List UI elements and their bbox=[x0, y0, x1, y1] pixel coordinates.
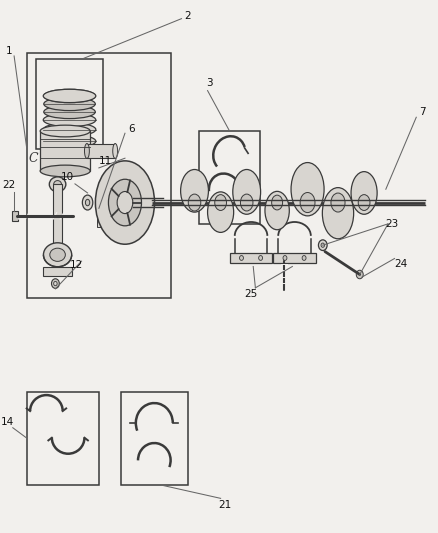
Bar bbox=[87, 143, 115, 158]
Ellipse shape bbox=[43, 114, 96, 127]
Text: 10: 10 bbox=[61, 172, 74, 182]
Ellipse shape bbox=[109, 179, 141, 226]
Ellipse shape bbox=[300, 192, 315, 213]
Text: 25: 25 bbox=[244, 289, 258, 299]
Ellipse shape bbox=[97, 207, 101, 211]
Ellipse shape bbox=[44, 89, 95, 102]
Bar bbox=[40, 131, 90, 171]
Text: C: C bbox=[29, 152, 39, 165]
Bar bbox=[273, 253, 316, 263]
Ellipse shape bbox=[331, 193, 345, 212]
Ellipse shape bbox=[43, 243, 72, 266]
Ellipse shape bbox=[52, 279, 59, 288]
Ellipse shape bbox=[43, 134, 96, 148]
Ellipse shape bbox=[49, 177, 66, 192]
Ellipse shape bbox=[318, 240, 327, 251]
Ellipse shape bbox=[302, 255, 306, 260]
Ellipse shape bbox=[117, 191, 133, 214]
Ellipse shape bbox=[233, 169, 261, 214]
Ellipse shape bbox=[259, 255, 262, 260]
Ellipse shape bbox=[272, 195, 283, 210]
Ellipse shape bbox=[44, 98, 95, 111]
Text: 2: 2 bbox=[185, 11, 191, 21]
Bar bbox=[97, 214, 101, 227]
Ellipse shape bbox=[283, 255, 287, 260]
Bar bbox=[27, 392, 99, 485]
Bar bbox=[230, 253, 272, 263]
Ellipse shape bbox=[215, 195, 226, 211]
Text: 24: 24 bbox=[395, 259, 408, 269]
Ellipse shape bbox=[95, 161, 155, 244]
Bar bbox=[120, 392, 188, 485]
Ellipse shape bbox=[240, 255, 244, 260]
Ellipse shape bbox=[113, 143, 118, 158]
Ellipse shape bbox=[356, 270, 363, 279]
Ellipse shape bbox=[85, 143, 89, 158]
Ellipse shape bbox=[40, 165, 90, 177]
Bar bbox=[43, 266, 72, 276]
Ellipse shape bbox=[50, 248, 65, 261]
Text: 12: 12 bbox=[70, 260, 83, 270]
Ellipse shape bbox=[208, 192, 233, 232]
Ellipse shape bbox=[43, 89, 96, 102]
Text: 11: 11 bbox=[99, 156, 112, 166]
Ellipse shape bbox=[44, 106, 95, 119]
Ellipse shape bbox=[358, 195, 370, 211]
Bar bbox=[199, 131, 260, 224]
Ellipse shape bbox=[351, 172, 377, 214]
Ellipse shape bbox=[43, 123, 96, 136]
Text: 3: 3 bbox=[206, 78, 213, 87]
Text: 7: 7 bbox=[420, 107, 426, 117]
Ellipse shape bbox=[291, 163, 324, 216]
Ellipse shape bbox=[188, 194, 201, 211]
Text: 22: 22 bbox=[2, 180, 15, 190]
Ellipse shape bbox=[85, 199, 90, 206]
Ellipse shape bbox=[180, 169, 208, 212]
Text: 6: 6 bbox=[128, 124, 135, 134]
Text: 21: 21 bbox=[218, 500, 232, 510]
Text: 14: 14 bbox=[1, 417, 14, 427]
Ellipse shape bbox=[240, 194, 253, 211]
Bar bbox=[36, 59, 103, 149]
Ellipse shape bbox=[54, 281, 57, 286]
Ellipse shape bbox=[265, 191, 290, 230]
Ellipse shape bbox=[322, 188, 353, 239]
Ellipse shape bbox=[40, 125, 90, 137]
Text: 1: 1 bbox=[6, 46, 12, 55]
Text: 23: 23 bbox=[386, 219, 399, 229]
Ellipse shape bbox=[321, 243, 325, 247]
Bar bbox=[27, 53, 171, 298]
Bar bbox=[53, 184, 62, 248]
Ellipse shape bbox=[82, 195, 93, 210]
Bar bbox=[12, 211, 18, 221]
Ellipse shape bbox=[54, 181, 61, 188]
